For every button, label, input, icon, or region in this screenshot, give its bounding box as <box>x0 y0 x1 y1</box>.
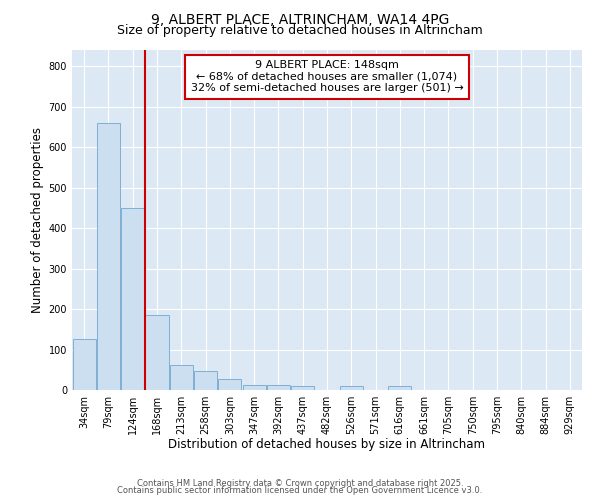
Text: Size of property relative to detached houses in Altrincham: Size of property relative to detached ho… <box>117 24 483 37</box>
Bar <box>121 208 144 390</box>
Text: Contains HM Land Registry data © Crown copyright and database right 2025.: Contains HM Land Registry data © Crown c… <box>137 478 463 488</box>
Text: 9, ALBERT PLACE, ALTRINCHAM, WA14 4PG: 9, ALBERT PLACE, ALTRINCHAM, WA14 4PG <box>151 12 449 26</box>
Bar <box>218 379 241 390</box>
Bar <box>340 386 363 390</box>
Bar <box>194 372 217 390</box>
X-axis label: Distribution of detached houses by size in Altrincham: Distribution of detached houses by size … <box>169 438 485 452</box>
Bar <box>170 365 193 390</box>
Bar <box>97 123 120 390</box>
Bar <box>242 385 266 390</box>
Bar <box>267 385 290 390</box>
Y-axis label: Number of detached properties: Number of detached properties <box>31 127 44 313</box>
Bar <box>145 315 169 390</box>
Text: 9 ALBERT PLACE: 148sqm
← 68% of detached houses are smaller (1,074)
32% of semi-: 9 ALBERT PLACE: 148sqm ← 68% of detached… <box>191 60 463 94</box>
Bar <box>73 340 95 390</box>
Bar <box>291 386 314 390</box>
Text: Contains public sector information licensed under the Open Government Licence v3: Contains public sector information licen… <box>118 486 482 495</box>
Bar <box>388 386 412 390</box>
